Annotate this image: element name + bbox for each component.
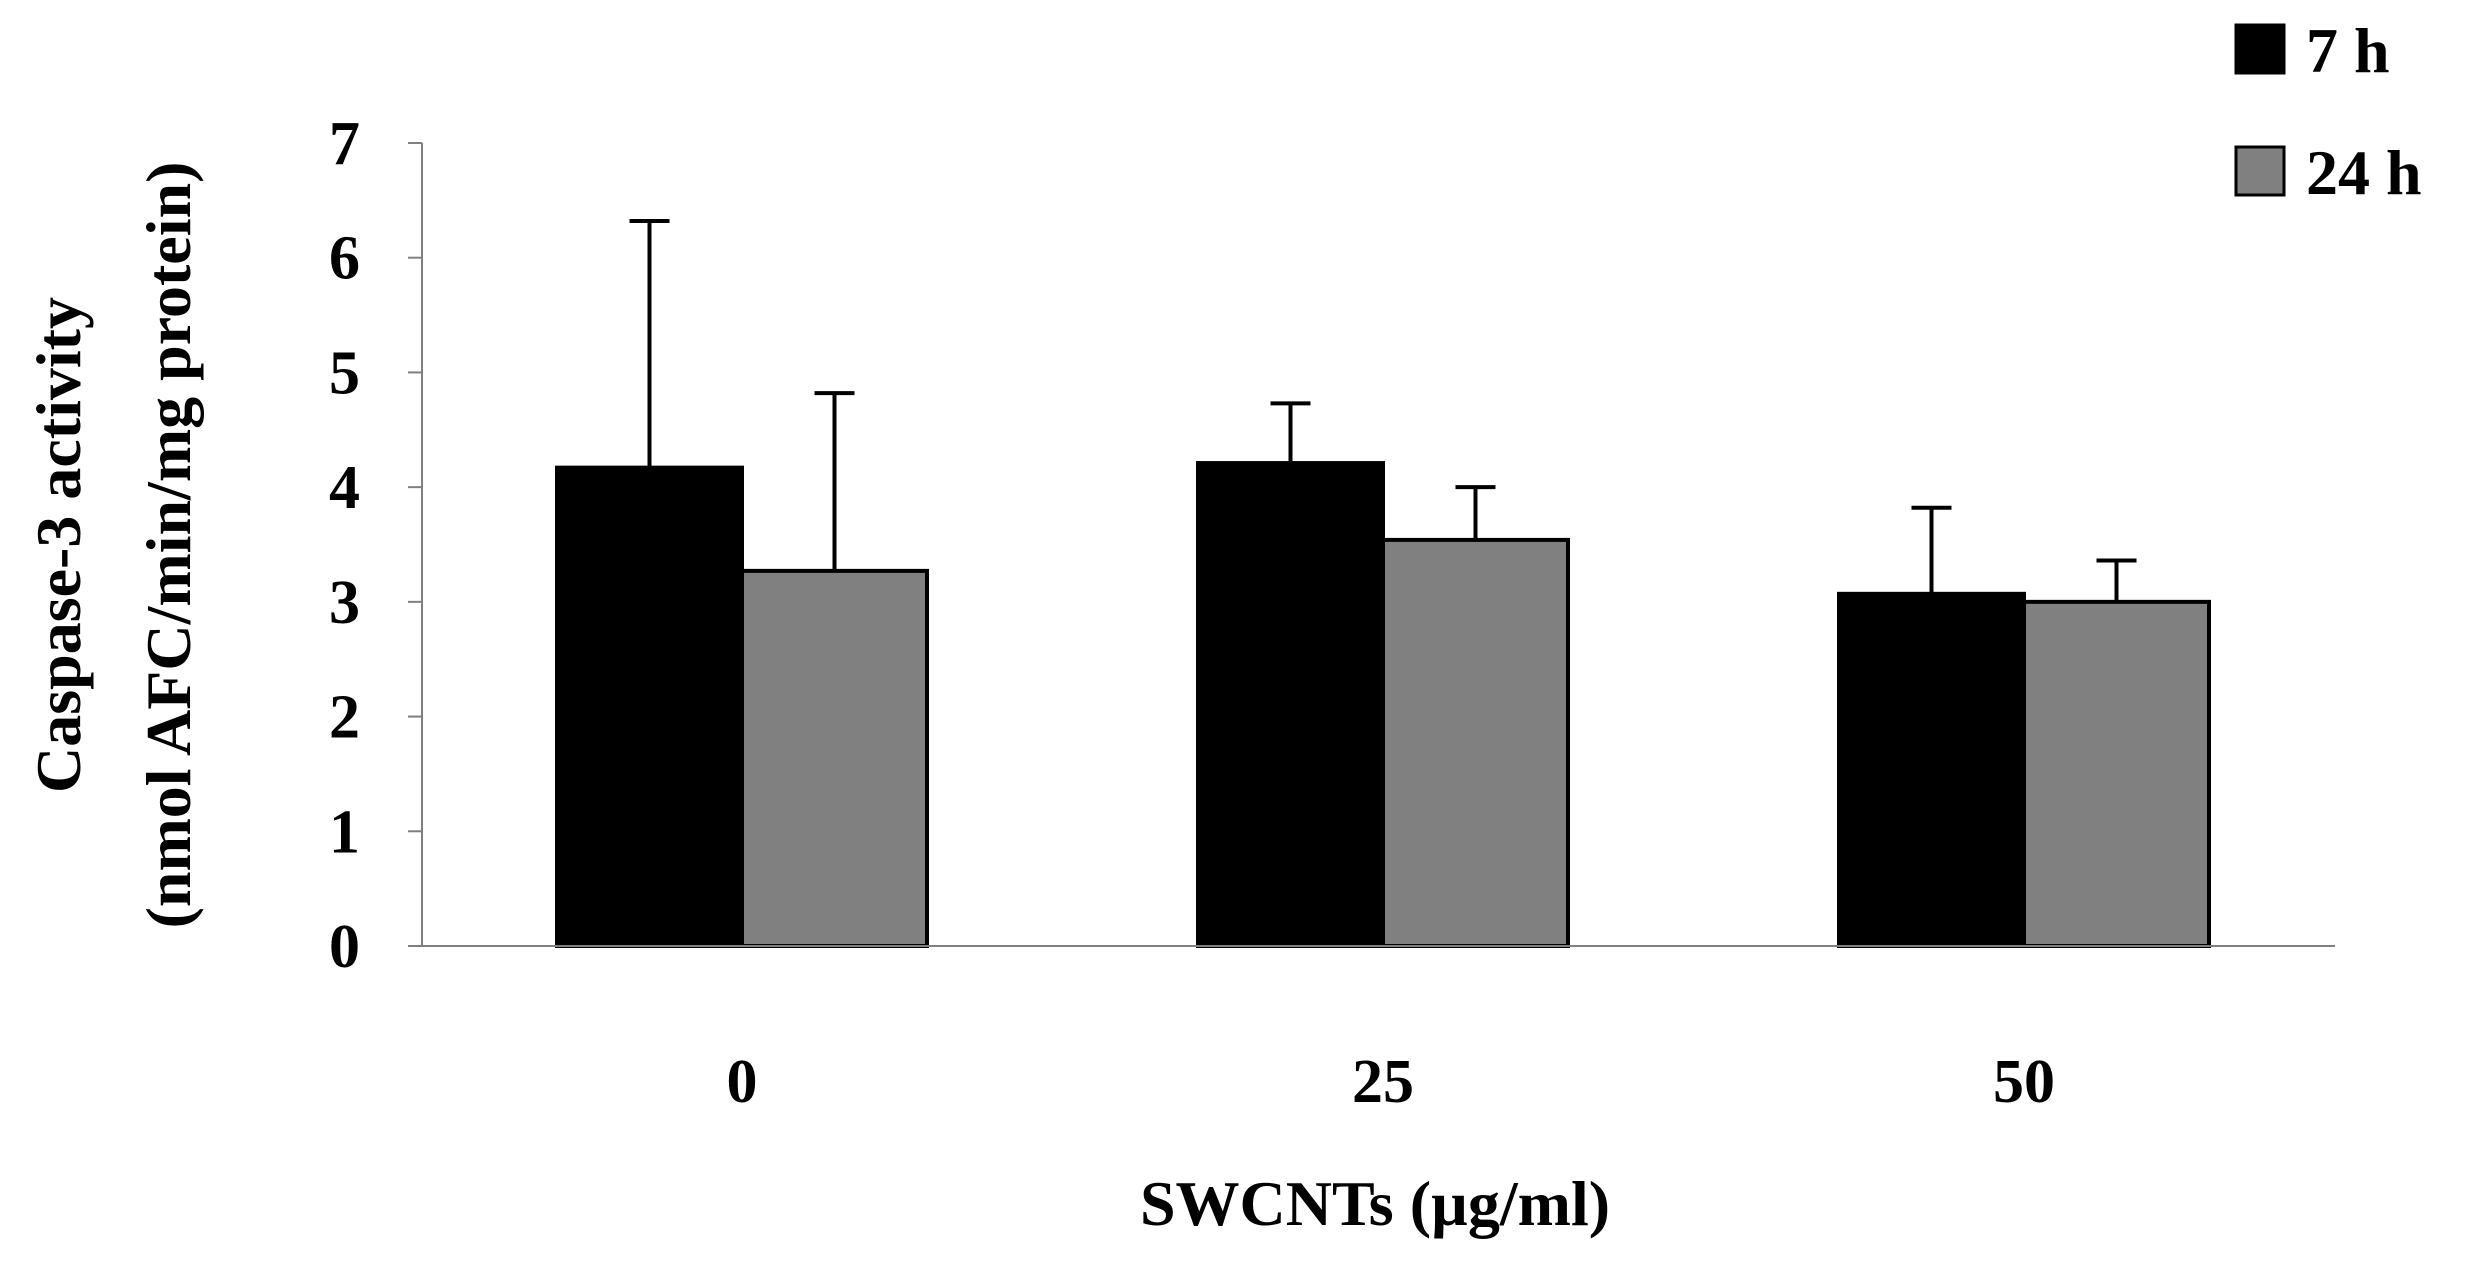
y-tick-label: 6 — [329, 225, 360, 293]
x-ticks-layer: 0 25 50 — [727, 1048, 2056, 1116]
y-axis-title-line1: Caspase-3 activity — [23, 297, 94, 793]
legend-swatch-24h — [2234, 145, 2286, 197]
x-axis-title: SWCNTs (µg/ml) — [1140, 1168, 1610, 1239]
y-tick-label: 0 — [329, 913, 360, 981]
bar-7h-50 — [1837, 591, 2026, 948]
bars-layer — [555, 461, 2211, 948]
bar-7h-25 — [1196, 461, 1385, 948]
legend: 7 h 24 h — [2234, 15, 2422, 208]
y-tick-label: 2 — [329, 684, 360, 752]
bar-24h-25 — [1381, 537, 1570, 948]
y-tick-label: 1 — [329, 798, 360, 866]
y-tick-label: 7 — [329, 110, 360, 178]
y-tick-label: 4 — [329, 454, 360, 522]
bar-7h-0 — [555, 465, 744, 948]
legend-item-7h: 7 h — [2234, 15, 2390, 86]
y-tick-label: 5 — [329, 339, 360, 407]
y-tick-label: 3 — [329, 569, 360, 637]
bar-24h-0 — [740, 568, 929, 948]
error-bars-layer — [629, 219, 2137, 602]
x-tick-label: 0 — [727, 1048, 758, 1116]
bar-24h-50 — [2022, 599, 2211, 948]
y-axis-title-line2: (nmol AFC/min/mg protein) — [133, 162, 204, 929]
legend-item-24h: 24 h — [2234, 137, 2422, 208]
legend-label-24h: 24 h — [2306, 137, 2422, 208]
legend-label-7h: 7 h — [2306, 15, 2390, 86]
y-ticks-layer: 0 1 2 3 4 5 6 7 — [329, 110, 422, 981]
axes-layer — [421, 143, 2335, 947]
y-axis-title: Caspase-3 activity (nmol AFC/min/mg prot… — [23, 162, 204, 929]
x-tick-label: 50 — [1993, 1048, 2055, 1116]
x-tick-label: 25 — [1352, 1048, 1414, 1116]
legend-swatch-7h — [2234, 23, 2286, 75]
